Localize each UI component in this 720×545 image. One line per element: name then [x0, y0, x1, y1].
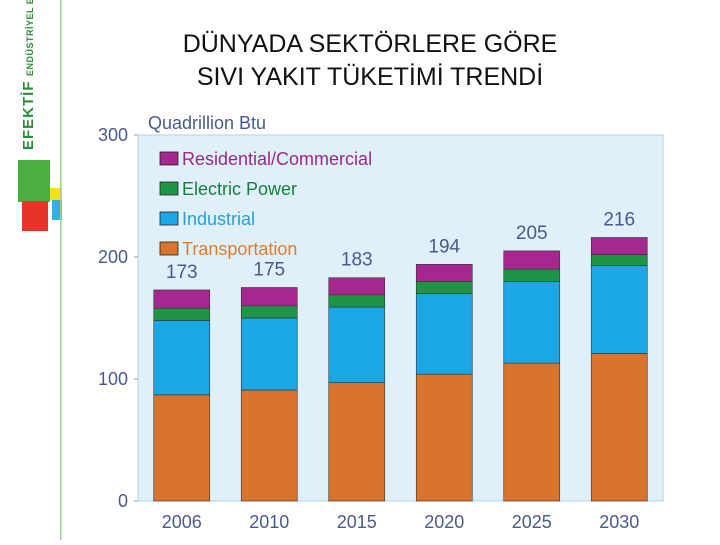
legend-swatch — [159, 151, 179, 166]
slide-title: DÜNYADA SEKTÖRLERE GÖRE SIVI YAKIT TÜKET… — [110, 28, 630, 94]
brand-subtitle: ENDÜSTRİYEL ENERJİ A.Ş. — [25, 0, 35, 77]
x-tick-label: 2025 — [512, 512, 552, 532]
x-tick-label: 2030 — [599, 512, 639, 532]
legend-swatch — [159, 241, 179, 256]
bar-segment-transportation — [415, 373, 473, 502]
slide-title-line2: SIVI YAKIT TÜKETİMİ TRENDİ — [196, 63, 544, 91]
bar-segment-residential-commercial — [415, 264, 473, 282]
legend-label: Transportation — [182, 239, 297, 259]
total-label: 205 — [516, 223, 548, 244]
bar-segment-transportation — [240, 389, 298, 502]
y-tick-label: 200 — [98, 247, 128, 267]
y-tick-label: 0 — [118, 491, 128, 511]
legend-swatch — [159, 181, 179, 196]
logo-yellow-square — [50, 188, 62, 200]
x-tick-label: 2015 — [337, 512, 377, 532]
brand-text: EFEKTİF ENDÜSTRİYEL ENERJİ A.Ş. — [20, 0, 38, 150]
bar-segment-residential-commercial — [328, 277, 386, 296]
legend-label: Residential/Commercial — [182, 149, 372, 169]
x-tick-label: 2020 — [424, 512, 464, 532]
logo-red-square — [22, 201, 48, 231]
bar-segment-residential-commercial — [503, 250, 561, 270]
total-label: 175 — [253, 260, 285, 281]
bar-segment-transportation — [328, 382, 386, 502]
legend-swatch — [159, 211, 179, 226]
bar-segment-industrial — [153, 320, 211, 396]
total-label: 173 — [166, 262, 198, 283]
y-tick-label: 100 — [98, 369, 128, 389]
logo-green-block — [18, 160, 50, 202]
stacked-bar-chart: Quadrillion Btu 0 100 200 300 173 2006 175 2010 1… — [98, 113, 664, 532]
bar-segment-electric-power — [240, 305, 298, 319]
bar-segment-electric-power — [590, 254, 648, 266]
bar-segment-industrial — [590, 265, 648, 354]
bar-segment-residential-commercial — [240, 287, 298, 307]
bar-segment-industrial — [240, 317, 298, 391]
bar-segment-electric-power — [503, 268, 561, 282]
total-label: 183 — [341, 250, 373, 271]
bar-segment-transportation — [503, 362, 561, 502]
unit-label: Quadrillion Btu — [148, 113, 266, 133]
bar-segment-transportation — [153, 394, 211, 502]
brand-strip: EFEKTİF ENDÜSTRİYEL ENERJİ A.Ş. — [0, 0, 72, 540]
bar-segment-residential-commercial — [590, 237, 648, 255]
bar-segment-industrial — [328, 306, 386, 383]
brand-divider — [60, 0, 62, 540]
legend-label: Industrial — [182, 209, 255, 229]
bar-segment-electric-power — [415, 281, 473, 294]
bar-segment-industrial — [503, 281, 561, 364]
bar-segment-industrial — [415, 293, 473, 375]
legend-label: Electric Power — [182, 179, 297, 199]
bar-segment-electric-power — [328, 294, 386, 308]
y-tick-label: 300 — [98, 125, 128, 145]
bar-segment-residential-commercial — [153, 289, 211, 309]
total-label: 194 — [428, 236, 460, 257]
x-tick-label: 2006 — [162, 512, 202, 532]
total-label: 216 — [603, 209, 635, 230]
slide-title-line1: DÜNYADA SEKTÖRLERE GÖRE — [182, 30, 558, 58]
brand-name: EFEKTİF — [20, 80, 37, 151]
x-tick-label: 2010 — [249, 512, 289, 532]
bar-segment-transportation — [590, 353, 648, 502]
bar-segment-electric-power — [153, 307, 211, 321]
plot-area — [137, 134, 664, 502]
